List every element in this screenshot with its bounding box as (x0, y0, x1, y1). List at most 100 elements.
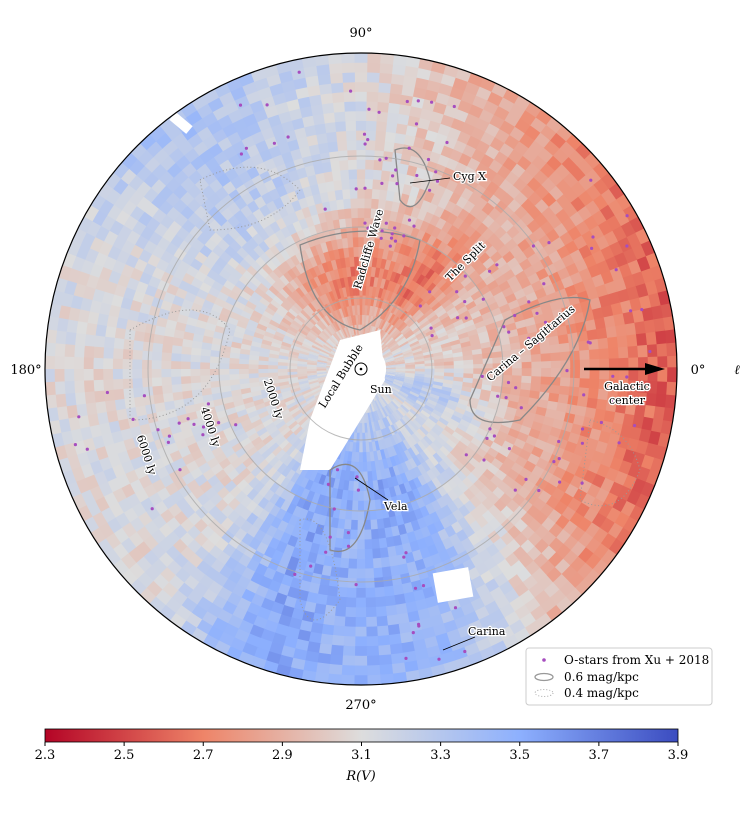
heatmap-cell (363, 471, 369, 482)
heatmap-cell (316, 361, 327, 365)
o-star (217, 421, 221, 425)
o-star (177, 421, 181, 425)
heatmap-cell (270, 389, 282, 397)
heatmap-cell (453, 372, 465, 378)
heatmap-cell (399, 309, 409, 320)
heatmap-cell (275, 420, 287, 431)
heatmap-cell (297, 417, 308, 427)
heatmap-cell (292, 338, 303, 346)
heatmap-cell (328, 336, 337, 346)
heatmap-cell (344, 626, 357, 638)
heatmap-cell (209, 362, 220, 370)
heatmap-cell (377, 386, 386, 396)
heatmap-cell (375, 399, 383, 410)
heatmap-cell (436, 496, 449, 509)
heatmap-cell (301, 342, 312, 350)
heatmap-cell (440, 413, 452, 423)
heatmap-cell (410, 445, 421, 457)
heatmap-cell (256, 406, 268, 416)
heatmap-cell (491, 350, 503, 358)
heatmap-cell (277, 372, 288, 377)
heatmap-cell (431, 386, 443, 394)
heatmap-cell (400, 344, 411, 351)
heatmap-cell (257, 410, 270, 420)
heatmap-cell (371, 411, 376, 423)
o-star (463, 274, 467, 278)
o-star (514, 386, 518, 390)
heatmap-cell (364, 110, 378, 122)
heatmap-cell (452, 380, 464, 387)
heatmap-cell (383, 448, 391, 460)
heatmap-cell (261, 392, 273, 400)
o-star (366, 138, 370, 142)
heatmap-cell (412, 487, 423, 500)
heatmap-cell (199, 362, 210, 370)
heatmap-cell (387, 325, 396, 335)
heatmap-cell (308, 329, 319, 338)
heatmap-cell (276, 263, 288, 276)
heatmap-cell (445, 402, 458, 411)
heatmap-cell (422, 384, 433, 391)
heatmap-cell (413, 352, 424, 358)
heatmap-cell (303, 258, 314, 270)
heatmap-cell (377, 72, 393, 84)
heatmap-cell (363, 413, 367, 424)
heatmap-cell (375, 420, 382, 431)
heatmap-cell (264, 422, 276, 432)
heatmap-cell (443, 379, 454, 385)
heatmap-cell (475, 462, 488, 475)
heatmap-cell (390, 400, 400, 410)
heatmap-cell (381, 348, 391, 356)
heatmap-cell (356, 597, 368, 608)
heatmap-cell (461, 248, 474, 261)
heatmap-cell (442, 441, 455, 453)
heatmap-cell (323, 342, 333, 350)
heatmap-cell (305, 333, 316, 342)
heatmap-cell (275, 473, 287, 486)
heatmap-cell (229, 417, 241, 428)
heatmap-cell (403, 277, 413, 289)
heatmap-cell (298, 380, 309, 386)
heatmap-cell (440, 389, 452, 396)
heatmap-cell (306, 372, 317, 377)
heatmap-cell (403, 355, 415, 360)
heatmap-cell (242, 423, 255, 434)
heatmap-cell (521, 368, 533, 377)
heatmap-cell (272, 396, 284, 404)
o-star (640, 308, 644, 312)
heatmap-cell (334, 298, 342, 310)
heatmap-cell (284, 398, 296, 407)
heatmap-cell (341, 665, 357, 676)
heatmap-cell (374, 499, 383, 511)
heatmap-cell (287, 307, 298, 318)
heatmap-cell (245, 427, 257, 439)
heatmap-cell (384, 405, 393, 416)
heatmap-cell (285, 491, 297, 504)
heatmap-cell (401, 311, 411, 322)
heatmap-cell (354, 675, 370, 685)
o-star (496, 394, 500, 398)
heatmap-cell (392, 272, 401, 284)
heatmap-cell (73, 344, 85, 359)
heatmap-cell (331, 289, 339, 301)
heatmap-cell (352, 53, 368, 63)
heatmap-cell (449, 462, 461, 475)
heatmap-cell (219, 374, 230, 382)
heatmap-cell (209, 350, 221, 358)
heatmap-cell (340, 296, 347, 308)
o-star (183, 100, 187, 104)
heatmap-cell (318, 352, 329, 358)
heatmap-cell (426, 398, 438, 407)
heatmap-cell (407, 279, 417, 291)
heatmap-cell (220, 421, 233, 432)
heatmap-cell (371, 441, 378, 452)
heatmap-cell (252, 331, 265, 340)
o-star (390, 232, 394, 236)
heatmap-cell (509, 341, 522, 351)
heatmap-cell (320, 282, 329, 294)
heatmap-cell (448, 263, 461, 275)
heatmap-cell (253, 481, 266, 494)
heatmap-cell (272, 334, 284, 343)
heatmap-cell (285, 282, 296, 294)
heatmap-cell (463, 409, 476, 419)
